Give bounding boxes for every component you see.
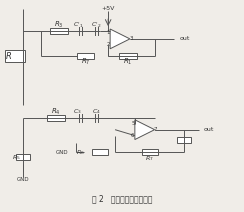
Text: GND: GND: [56, 150, 69, 155]
Text: $C'_2$: $C'_2$: [91, 20, 102, 30]
Text: 5: 5: [131, 121, 135, 126]
Text: $C'_1$: $C'_1$: [73, 20, 84, 30]
Text: $R_7$: $R_7$: [145, 154, 154, 163]
Polygon shape: [110, 29, 130, 49]
Text: $R$: $R$: [5, 50, 12, 61]
Bar: [50, 28, 68, 34]
Text: $C_4$: $C_4$: [92, 107, 101, 116]
Text: out: out: [204, 127, 214, 132]
Bar: [92, 149, 108, 155]
Bar: [77, 53, 94, 59]
Bar: [47, 115, 65, 121]
Text: $R_6$: $R_6$: [76, 148, 85, 157]
Text: 2: 2: [106, 42, 110, 47]
Text: 6: 6: [131, 133, 135, 138]
Bar: [177, 137, 191, 142]
Bar: [16, 154, 30, 160]
Text: 图 2   隔离测量电路原理图: 图 2 隔离测量电路原理图: [92, 195, 152, 204]
Text: GND: GND: [17, 177, 30, 182]
Bar: [5, 50, 25, 62]
Bar: [142, 149, 158, 155]
Text: $R_7$: $R_7$: [81, 56, 90, 67]
Text: +5V: +5V: [102, 6, 115, 11]
Bar: [119, 53, 137, 59]
Text: $R_4$: $R_4$: [51, 107, 61, 117]
Text: 1: 1: [106, 31, 110, 35]
Text: $R_5$: $R_5$: [12, 153, 20, 162]
Text: 3: 3: [129, 36, 133, 41]
Text: $R_1$: $R_1$: [123, 56, 133, 67]
Polygon shape: [135, 120, 155, 139]
Text: out: out: [179, 36, 190, 41]
Text: $C_3$: $C_3$: [73, 107, 82, 116]
Text: $R_3$: $R_3$: [54, 20, 63, 30]
Text: 7: 7: [154, 127, 157, 132]
